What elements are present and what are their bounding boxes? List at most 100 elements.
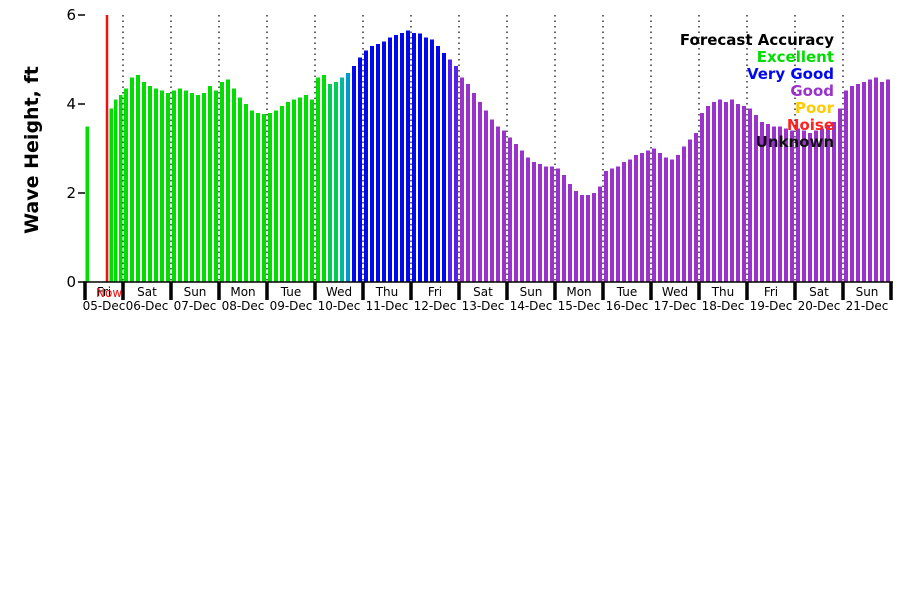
day-date-label: 09-Dec xyxy=(270,299,313,313)
wave-height-bar xyxy=(123,88,129,283)
day-name-label: Wed xyxy=(326,285,352,299)
wave-height-bar xyxy=(633,155,639,282)
day-name-label: Wed xyxy=(662,285,688,299)
legend-entry-good: Good xyxy=(790,82,834,100)
day-name-label: Sun xyxy=(184,285,207,299)
wave-height-bar xyxy=(249,110,255,282)
wave-height-bar xyxy=(819,128,825,282)
wave-height-bar xyxy=(669,159,675,283)
wave-height-bar xyxy=(345,72,351,282)
wave-height-bar xyxy=(303,95,309,282)
wave-height-bar xyxy=(639,152,645,282)
day-date-label: 05-Dec xyxy=(83,299,126,313)
wave-height-bar xyxy=(879,81,885,282)
wave-height-bar xyxy=(849,86,855,282)
wave-height-bar xyxy=(783,128,789,282)
wave-height-bar xyxy=(201,92,207,283)
wave-height-bar xyxy=(729,99,735,282)
wave-height-bar xyxy=(777,126,783,282)
wave-height-bar xyxy=(357,57,363,282)
day-date-label: 10-Dec xyxy=(318,299,361,313)
wave-height-bar xyxy=(435,46,441,283)
day-date-label: 13-Dec xyxy=(462,299,505,313)
legend-entry-unknown: Unknown xyxy=(755,133,834,151)
wave-height-bar xyxy=(183,90,189,283)
wave-height-bar xyxy=(118,95,123,282)
day-gridlines xyxy=(122,15,844,282)
wave-height-bar xyxy=(109,108,113,282)
wave-height-bar xyxy=(243,104,249,282)
day-name-label: Tue xyxy=(616,285,638,299)
wave-height-bar xyxy=(147,86,153,282)
legend-entry-noise: Noise xyxy=(786,116,834,134)
wave-height-bar xyxy=(381,41,387,283)
wave-height-bar xyxy=(129,77,135,282)
wave-height-bar xyxy=(537,164,543,282)
wave-height-bar xyxy=(831,121,837,282)
wave-height-bar xyxy=(543,166,549,282)
day-name-label: Thu xyxy=(375,285,399,299)
day-boundary-ticks xyxy=(83,282,893,300)
day-date-label: 18-Dec xyxy=(702,299,745,313)
now-label: Now xyxy=(96,286,123,300)
wave-height-bar xyxy=(675,155,681,282)
wave-height-bar xyxy=(843,90,849,283)
day-date-label: 11-Dec xyxy=(366,299,409,313)
wave-height-bar xyxy=(327,83,333,282)
day-name-label: Fri xyxy=(428,285,442,299)
wave-height-bar xyxy=(687,139,693,282)
day-name-label: Sat xyxy=(809,285,829,299)
wave-height-bar xyxy=(567,184,573,282)
wave-height-bar xyxy=(705,106,711,282)
wave-height-bar xyxy=(699,112,705,283)
y-tick-label-0: 0 xyxy=(66,273,76,291)
wave-height-bar xyxy=(591,193,597,282)
wave-height-bar xyxy=(867,79,873,282)
wave-height-bar xyxy=(681,146,687,282)
wave-height-bar xyxy=(393,35,399,282)
wave-height-bar xyxy=(453,66,459,283)
wave-height-bar xyxy=(273,110,279,282)
wave-height-bar xyxy=(657,152,663,282)
wave-height-bar xyxy=(597,186,603,282)
wave-height-bar xyxy=(813,130,819,282)
wave-height-bar xyxy=(693,132,699,282)
wave-height-bar xyxy=(261,113,267,282)
x-axis-labels: Fri05-DecSat06-DecSun07-DecMon08-DecTue0… xyxy=(83,285,889,313)
day-date-label: 14-Dec xyxy=(510,299,553,313)
wave-height-bar xyxy=(465,83,471,282)
wave-height-bar xyxy=(195,95,201,282)
wave-height-bar xyxy=(747,108,753,282)
wave-height-bar xyxy=(471,92,477,283)
legend-title: Forecast Accuracy xyxy=(679,31,834,49)
wave-height-bar xyxy=(585,195,591,282)
day-name-label: Sun xyxy=(856,285,879,299)
day-date-label: 20-Dec xyxy=(798,299,841,313)
wave-height-chart: Fri05-DecSat06-DecSun07-DecMon08-DecTue0… xyxy=(78,14,893,313)
day-date-label: 07-Dec xyxy=(174,299,217,313)
wave-height-bar xyxy=(573,190,579,282)
legend-entry-very-good: Very Good xyxy=(746,65,834,83)
day-name-label: Mon xyxy=(230,285,255,299)
wave-height-bar xyxy=(141,81,147,282)
wave-height-bar xyxy=(297,97,303,282)
wave-height-bar xyxy=(423,37,429,282)
wave-height-bar xyxy=(651,148,657,282)
wave-height-bar xyxy=(309,99,315,282)
wave-height-bar xyxy=(621,161,627,282)
wave-height-bar xyxy=(213,90,219,283)
wave-height-bar xyxy=(135,75,141,282)
wave-height-bar xyxy=(627,159,633,283)
y-tick-label-4: 4 xyxy=(66,95,76,113)
wave-height-bar xyxy=(531,161,537,282)
wave-height-bar xyxy=(477,101,483,282)
wave-height-bar xyxy=(237,97,243,282)
wave-height-bar xyxy=(615,166,621,282)
wave-height-bar xyxy=(369,46,375,283)
day-name-label: Thu xyxy=(711,285,735,299)
wave-height-bar xyxy=(417,33,423,282)
forecast-accuracy-legend: Forecast Accuracy Excellent Very Good Go… xyxy=(680,32,834,151)
wave-height-bar xyxy=(114,99,118,282)
wave-height-bar xyxy=(321,75,327,282)
